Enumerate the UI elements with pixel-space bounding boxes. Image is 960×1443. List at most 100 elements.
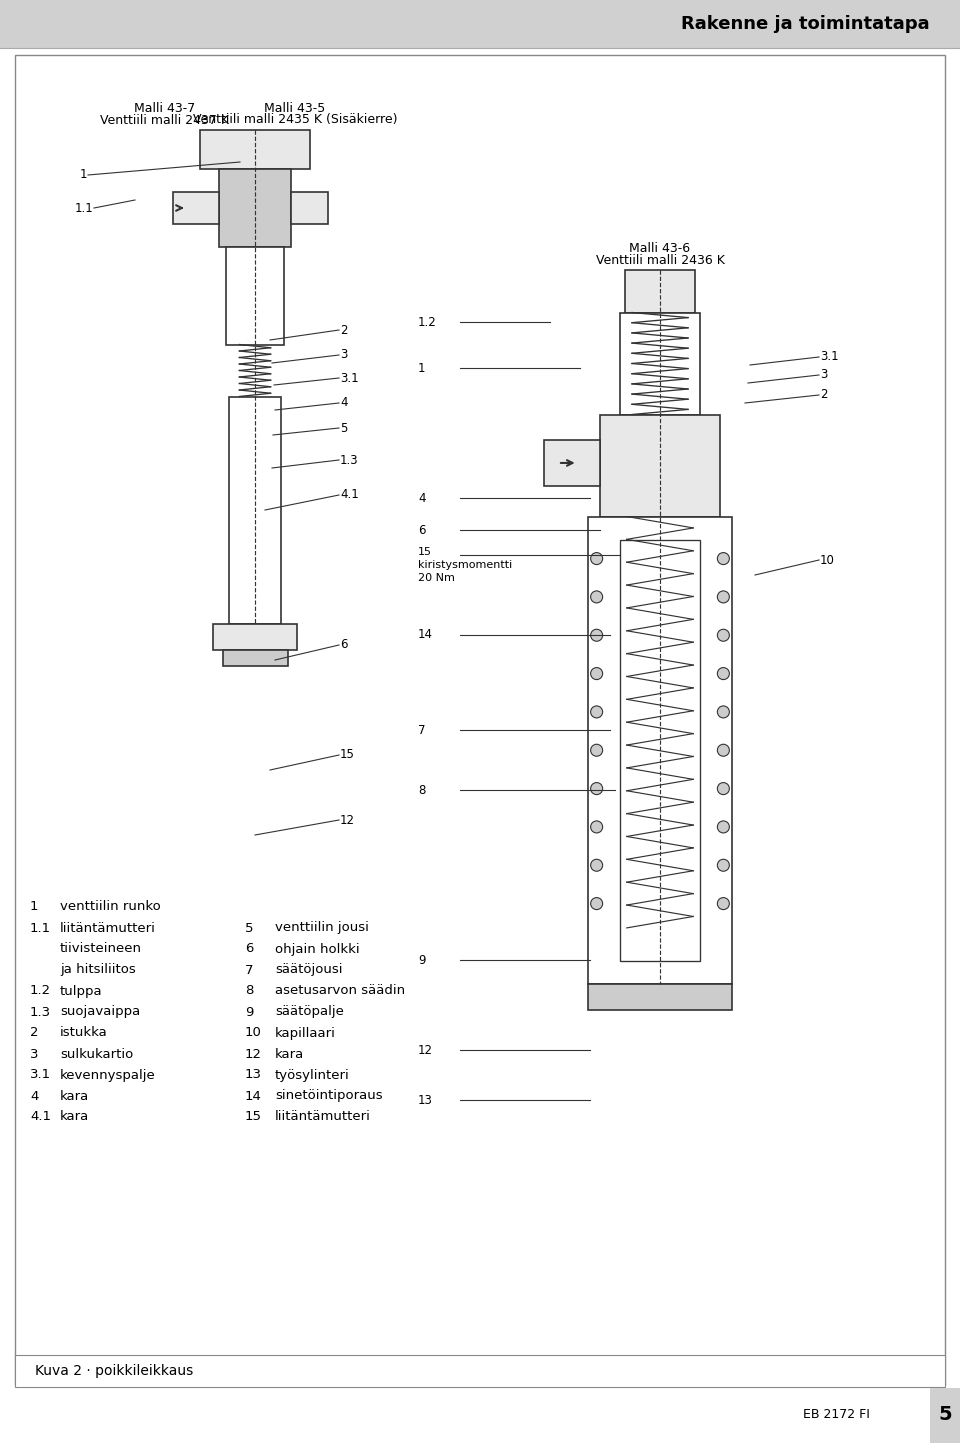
Bar xyxy=(223,649,287,667)
Circle shape xyxy=(590,821,603,833)
Text: 10: 10 xyxy=(245,1026,262,1039)
Circle shape xyxy=(717,592,730,603)
Text: 8: 8 xyxy=(245,984,253,997)
Text: työsylinteri: työsylinteri xyxy=(275,1068,349,1081)
Bar xyxy=(588,984,732,1010)
Text: 8: 8 xyxy=(418,784,425,797)
Text: asetusarvon säädin: asetusarvon säädin xyxy=(275,984,405,997)
Text: 7: 7 xyxy=(245,964,253,977)
Circle shape xyxy=(717,859,730,872)
Text: sinetöintiporaus: sinetöintiporaus xyxy=(275,1089,383,1102)
Text: liitäntämutteri: liitäntämutteri xyxy=(275,1111,371,1124)
Circle shape xyxy=(590,553,603,564)
Text: venttiilin runko: venttiilin runko xyxy=(60,900,160,913)
Bar xyxy=(213,623,298,649)
Text: 15: 15 xyxy=(340,749,355,762)
Text: 6: 6 xyxy=(418,524,425,537)
Bar xyxy=(620,540,700,961)
Text: 1.3: 1.3 xyxy=(30,1006,51,1019)
Text: Kuva 2 · poikkileikkaus: Kuva 2 · poikkileikkaus xyxy=(35,1364,193,1378)
Text: 15: 15 xyxy=(245,1111,262,1124)
Text: 1.1: 1.1 xyxy=(74,202,93,215)
Text: tiivisteineen: tiivisteineen xyxy=(60,942,142,955)
Text: 3: 3 xyxy=(820,368,828,381)
Bar xyxy=(200,130,310,169)
Bar xyxy=(229,397,281,623)
Text: 13: 13 xyxy=(245,1068,262,1081)
Bar xyxy=(930,1388,960,1443)
Bar xyxy=(219,169,292,247)
Text: 3: 3 xyxy=(30,1048,38,1061)
Circle shape xyxy=(717,782,730,795)
Text: 3.1: 3.1 xyxy=(30,1068,51,1081)
Text: 5: 5 xyxy=(245,922,253,935)
Text: 1: 1 xyxy=(80,169,87,182)
Text: 4: 4 xyxy=(340,397,348,410)
Circle shape xyxy=(590,592,603,603)
Text: Venttiili malli 2435 K (Sisäkierre): Venttiili malli 2435 K (Sisäkierre) xyxy=(193,114,397,127)
Bar xyxy=(625,270,695,313)
Text: 5: 5 xyxy=(340,421,348,434)
Text: 4.1: 4.1 xyxy=(30,1111,51,1124)
Text: Rakenne ja toimintatapa: Rakenne ja toimintatapa xyxy=(682,14,930,33)
Text: 6: 6 xyxy=(245,942,253,955)
Text: 5: 5 xyxy=(938,1405,951,1424)
Text: 12: 12 xyxy=(418,1043,433,1056)
Text: 1.2: 1.2 xyxy=(30,984,51,997)
Circle shape xyxy=(717,553,730,564)
Text: 6: 6 xyxy=(340,638,348,651)
Bar xyxy=(0,0,960,48)
Text: Malli 43-6: Malli 43-6 xyxy=(630,241,690,254)
Circle shape xyxy=(717,745,730,756)
Text: 4: 4 xyxy=(30,1089,38,1102)
Circle shape xyxy=(717,821,730,833)
Text: 14: 14 xyxy=(245,1089,262,1102)
Text: Venttiili malli 2437 K: Venttiili malli 2437 K xyxy=(101,114,229,127)
Text: 4: 4 xyxy=(418,492,425,505)
Text: 12: 12 xyxy=(340,814,355,827)
Text: 15
kiristysmomentti
20 Nm: 15 kiristysmomentti 20 Nm xyxy=(418,547,513,583)
Text: Venttiili malli 2436 K: Venttiili malli 2436 K xyxy=(595,254,725,267)
Text: kapillaari: kapillaari xyxy=(275,1026,336,1039)
Circle shape xyxy=(590,745,603,756)
Text: venttiilin jousi: venttiilin jousi xyxy=(275,922,369,935)
Circle shape xyxy=(590,706,603,719)
Text: 9: 9 xyxy=(418,954,425,967)
Text: kevennyspalje: kevennyspalje xyxy=(60,1068,156,1081)
Text: kara: kara xyxy=(275,1048,304,1061)
Text: säätöpalje: säätöpalje xyxy=(275,1006,344,1019)
Text: 7: 7 xyxy=(418,723,425,736)
Text: 9: 9 xyxy=(245,1006,253,1019)
Text: 2: 2 xyxy=(30,1026,38,1039)
Text: 13: 13 xyxy=(418,1094,433,1107)
Text: istukka: istukka xyxy=(60,1026,108,1039)
Text: ja hitsiliitos: ja hitsiliitos xyxy=(60,964,135,977)
Circle shape xyxy=(590,782,603,795)
Text: Malli 43-7: Malli 43-7 xyxy=(134,101,196,114)
Text: EB 2172 FI: EB 2172 FI xyxy=(804,1408,870,1421)
Text: kara: kara xyxy=(60,1089,89,1102)
Text: 1.2: 1.2 xyxy=(418,316,437,329)
Circle shape xyxy=(590,859,603,872)
Bar xyxy=(15,1355,945,1387)
Bar xyxy=(292,192,327,224)
Text: liitäntämutteri: liitäntämutteri xyxy=(60,922,156,935)
Text: 1.1: 1.1 xyxy=(30,922,51,935)
Text: 3.1: 3.1 xyxy=(340,371,359,384)
Circle shape xyxy=(717,629,730,641)
Circle shape xyxy=(717,668,730,680)
Text: 1.3: 1.3 xyxy=(340,453,359,466)
Text: ohjain holkki: ohjain holkki xyxy=(275,942,360,955)
Text: 12: 12 xyxy=(245,1048,262,1061)
Circle shape xyxy=(590,668,603,680)
Bar xyxy=(588,517,732,984)
Bar xyxy=(620,313,700,414)
Text: suojavaippa: suojavaippa xyxy=(60,1006,140,1019)
Text: 10: 10 xyxy=(820,554,835,567)
Text: 3: 3 xyxy=(340,349,348,362)
Text: 14: 14 xyxy=(418,629,433,642)
Text: 2: 2 xyxy=(340,323,348,336)
Bar xyxy=(600,414,720,517)
Text: Malli 43-5: Malli 43-5 xyxy=(264,101,325,114)
Circle shape xyxy=(590,629,603,641)
